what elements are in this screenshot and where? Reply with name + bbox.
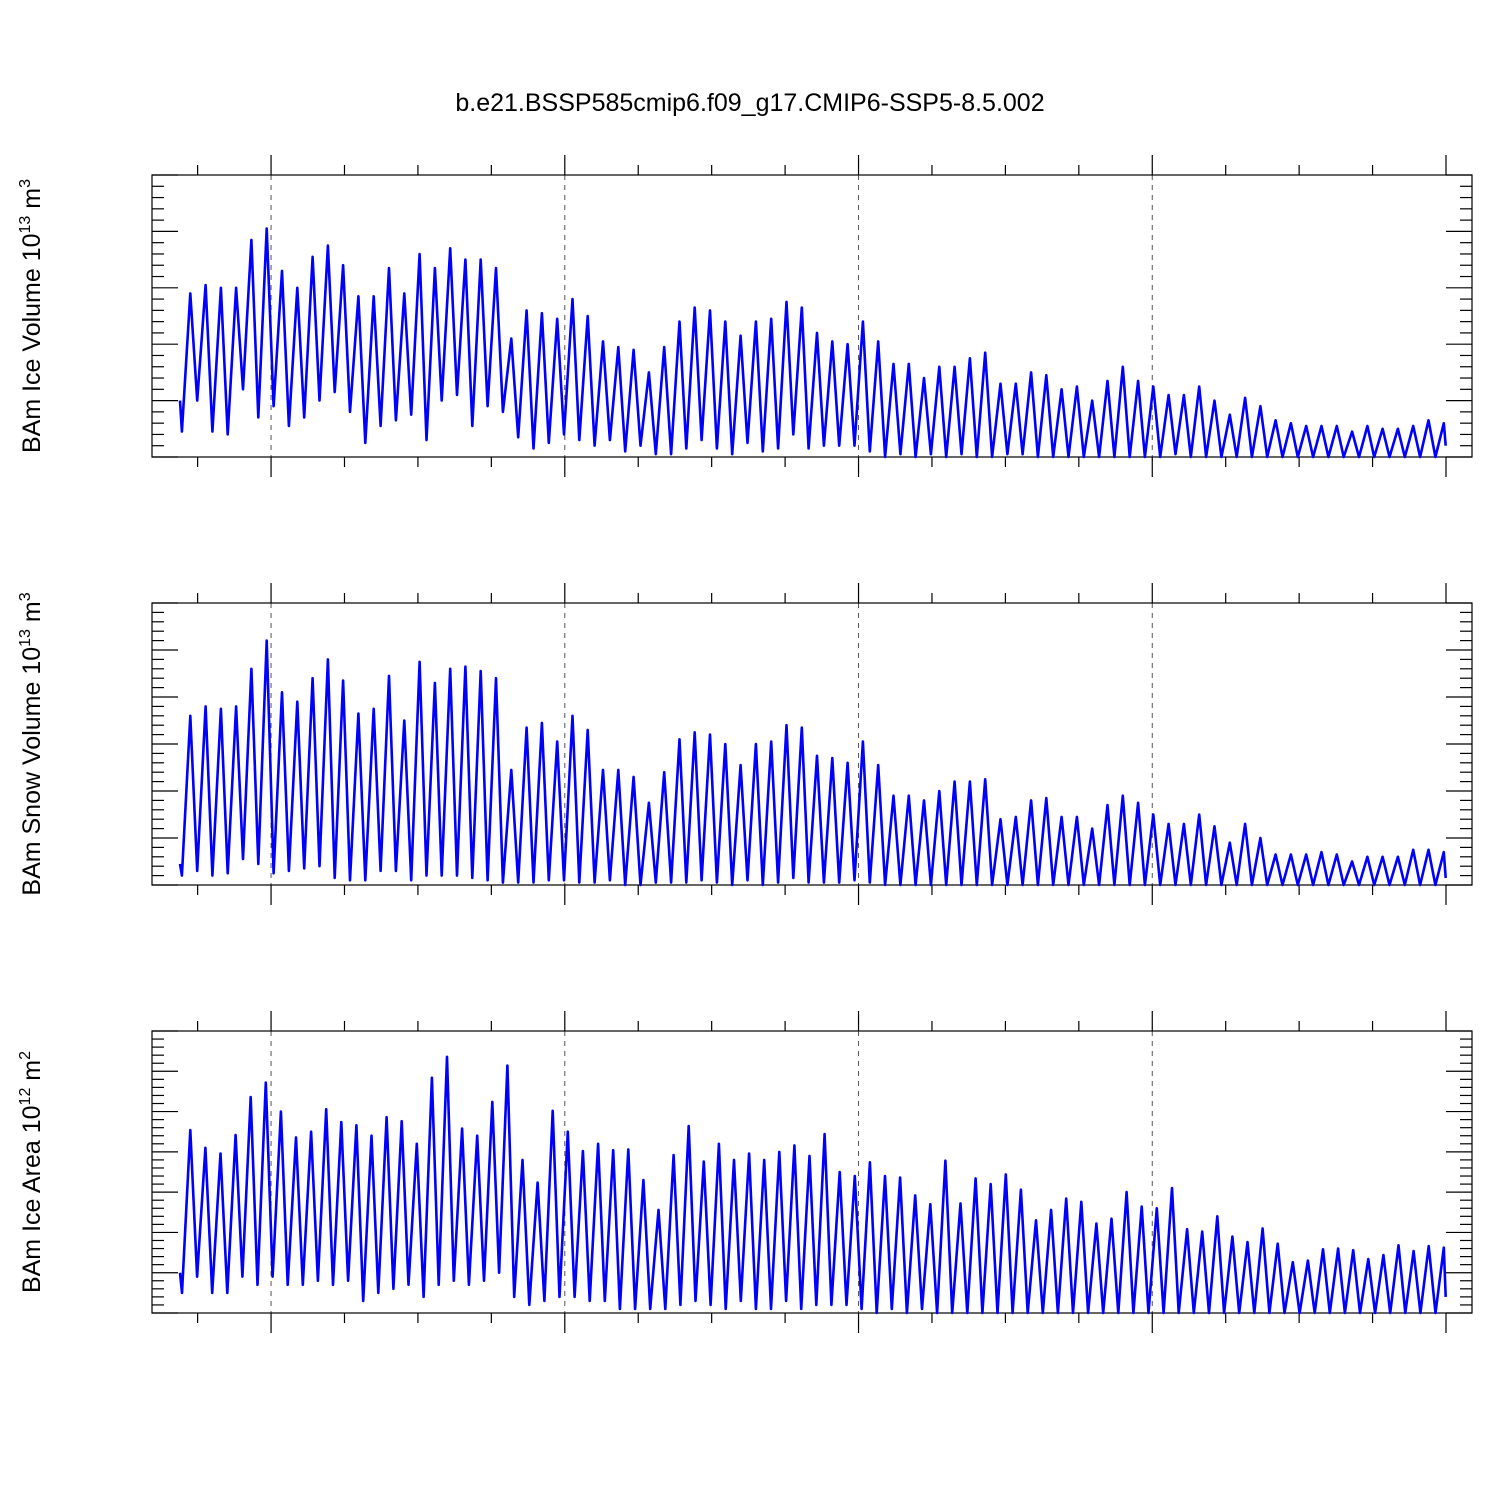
plot-frame xyxy=(151,1030,1473,1314)
plot-frame xyxy=(151,174,1473,458)
y-axis-label-part: m xyxy=(18,188,46,216)
y-axis-label-superscript: 13 xyxy=(17,629,34,647)
y-axis-label-part: BAm Snow Volume 10 xyxy=(18,647,46,896)
y-axis-label-part: m xyxy=(18,1060,46,1088)
y-axis-label-part: m xyxy=(18,601,46,629)
y-axis-label: BAm Snow Volume 1013 m3 xyxy=(17,592,46,895)
y-axis-label-superscript: 3 xyxy=(17,592,34,601)
y-axis-label-part: BAm Ice Area 10 xyxy=(18,1105,46,1293)
y-axis-label: BAm Ice Area 1012 m2 xyxy=(17,1051,46,1293)
y-axis-label-superscript: 13 xyxy=(17,216,34,234)
chart-title: b.e21.BSSP585cmip6.f09_g17.CMIP6-SSP5-8.… xyxy=(455,89,1044,117)
y-axis-label-superscript: 3 xyxy=(17,179,34,188)
y-axis-label-superscript: 2 xyxy=(17,1051,34,1060)
y-axis-label-superscript: 12 xyxy=(17,1088,34,1106)
data-series-line xyxy=(178,639,1447,887)
chart-panel-ice-area: BAm Ice Area 1012 m2 xyxy=(17,1011,1473,1333)
data-series-line xyxy=(178,1055,1447,1315)
y-axis-label: BAm Ice Volume 1013 m3 xyxy=(17,179,46,453)
y-axis-label-part: BAm Ice Volume 10 xyxy=(18,233,46,453)
chart-panel-snow-volume: BAm Snow Volume 1013 m3 xyxy=(17,583,1473,905)
chart-panel-ice-volume: BAm Ice Volume 1013 m3 xyxy=(17,155,1473,477)
data-series-line xyxy=(178,227,1447,459)
